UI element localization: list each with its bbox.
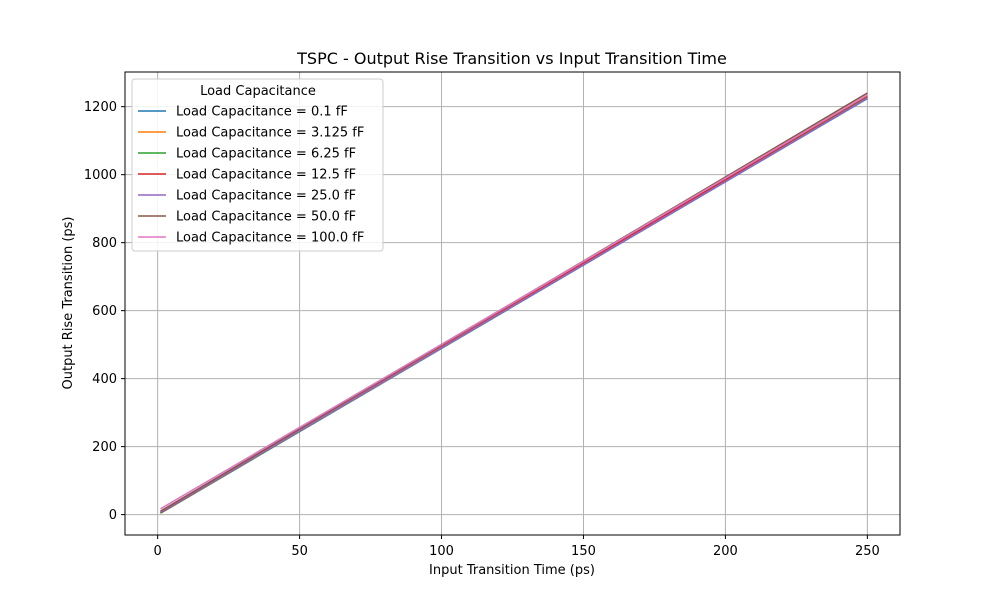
legend-label: Load Capacitance = 0.1 fF — [176, 105, 348, 120]
y-tick-label: 1000 — [84, 168, 117, 183]
legend-label: Load Capacitance = 12.5 fF — [176, 168, 356, 183]
legend-label: Load Capacitance = 6.25 fF — [176, 147, 356, 162]
x-axis-label: Input Transition Time (ps) — [429, 563, 595, 578]
x-tick-label: 200 — [713, 544, 738, 559]
x-axis: 0 50 100 150 200 250 — [154, 535, 880, 559]
y-tick-label: 0 — [109, 508, 117, 523]
legend-label: Load Capacitance = 100.0 fF — [176, 231, 364, 246]
legend: Load Capacitance Load Capacitance = 0.1 … — [131, 78, 384, 252]
y-tick-label: 600 — [92, 304, 117, 319]
legend-box — [131, 78, 384, 252]
legend-label: Load Capacitance = 50.0 fF — [176, 210, 356, 225]
y-tick-label: 1200 — [84, 100, 117, 115]
x-tick-label: 50 — [291, 544, 308, 559]
legend-items: Load Capacitance = 0.1 fF Load Capacitanc… — [138, 105, 364, 246]
x-tick-label: 250 — [855, 544, 880, 559]
legend-label: Load Capacitance = 3.125 fF — [176, 126, 364, 141]
plot-area-frame — [124, 71, 901, 536]
y-axis-label: Output Rise Transition (ps) — [61, 216, 76, 389]
chart-title: TSPC - Output Rise Transition vs Input T… — [296, 49, 727, 68]
y-tick-label: 200 — [92, 440, 117, 455]
series-line-7 — [160, 94, 868, 510]
series-line-5 — [160, 97, 868, 513]
legend-title: Load Capacitance — [200, 84, 316, 99]
x-tick-label: 0 — [154, 544, 162, 559]
legend-label: Load Capacitance = 25.0 fF — [176, 189, 356, 204]
y-axis: 0 200 400 600 800 1000 1200 — [84, 100, 125, 523]
x-tick-label: 100 — [429, 544, 454, 559]
y-tick-label: 400 — [92, 372, 117, 387]
y-tick-label: 800 — [92, 236, 117, 251]
x-tick-label: 150 — [571, 544, 596, 559]
series-lines — [160, 92, 868, 514]
